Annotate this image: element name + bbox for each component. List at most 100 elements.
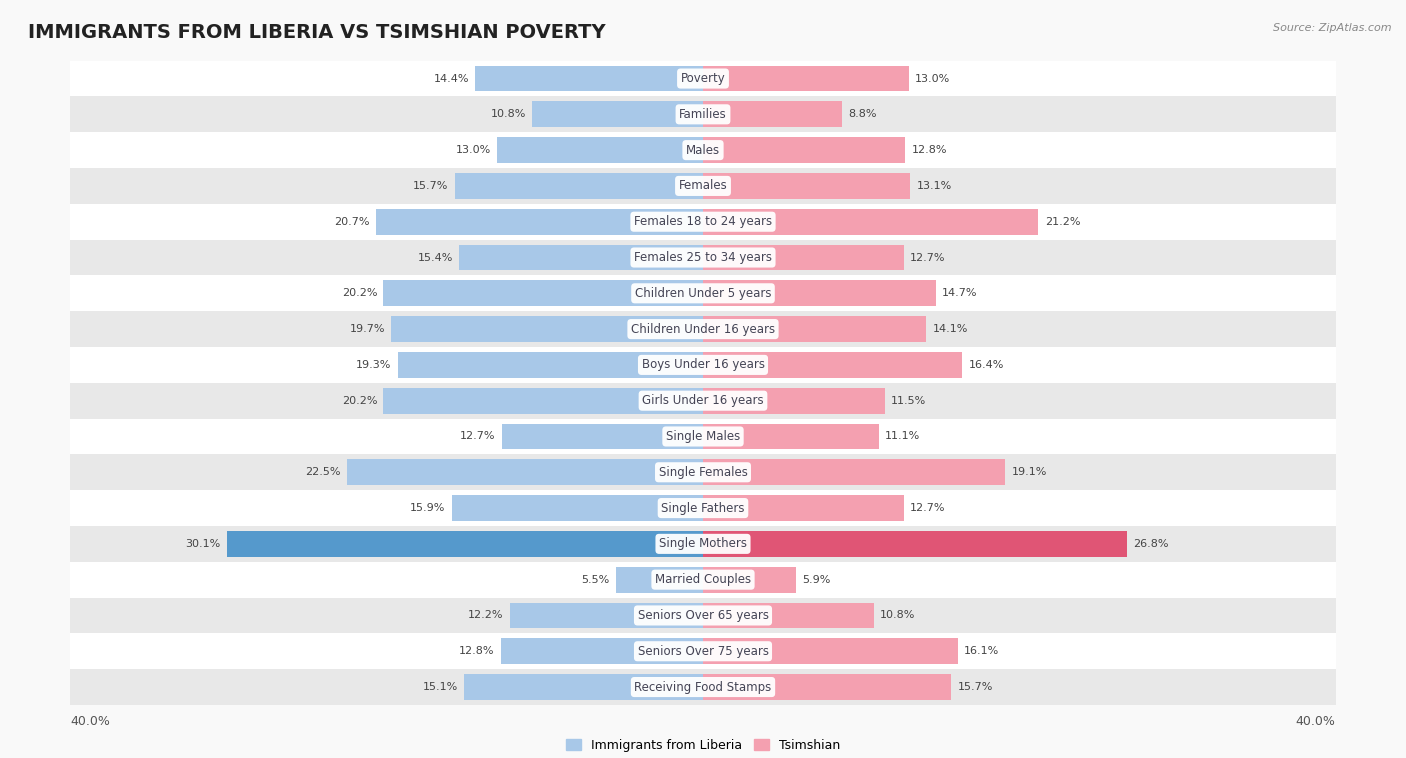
Text: Single Fathers: Single Fathers bbox=[661, 502, 745, 515]
Text: Single Mothers: Single Mothers bbox=[659, 537, 747, 550]
Bar bbox=[70, 490, 1336, 526]
Bar bbox=[347, 459, 703, 485]
Bar bbox=[703, 495, 904, 521]
Bar bbox=[703, 245, 904, 271]
Bar bbox=[475, 66, 703, 92]
Text: 21.2%: 21.2% bbox=[1045, 217, 1080, 227]
Text: 26.8%: 26.8% bbox=[1133, 539, 1168, 549]
Bar bbox=[398, 352, 703, 377]
Text: 12.2%: 12.2% bbox=[468, 610, 503, 621]
Text: 19.7%: 19.7% bbox=[350, 324, 385, 334]
Bar bbox=[703, 459, 1005, 485]
Bar bbox=[70, 454, 1336, 490]
Text: Children Under 5 years: Children Under 5 years bbox=[634, 287, 772, 300]
Text: Males: Males bbox=[686, 143, 720, 157]
Text: 8.8%: 8.8% bbox=[849, 109, 877, 119]
Bar bbox=[703, 424, 879, 449]
Bar bbox=[703, 66, 908, 92]
Text: 10.8%: 10.8% bbox=[491, 109, 526, 119]
Text: 10.8%: 10.8% bbox=[880, 610, 915, 621]
Bar bbox=[703, 674, 952, 700]
Text: 15.4%: 15.4% bbox=[418, 252, 453, 262]
Text: 15.9%: 15.9% bbox=[409, 503, 446, 513]
Bar bbox=[616, 567, 703, 593]
Bar bbox=[703, 638, 957, 664]
Text: Females: Females bbox=[679, 180, 727, 193]
Text: 19.3%: 19.3% bbox=[356, 360, 391, 370]
Bar bbox=[703, 209, 1039, 235]
Bar bbox=[384, 388, 703, 414]
Text: 12.7%: 12.7% bbox=[910, 503, 946, 513]
Bar bbox=[384, 280, 703, 306]
Bar bbox=[391, 316, 703, 342]
Text: Poverty: Poverty bbox=[681, 72, 725, 85]
Bar bbox=[703, 567, 796, 593]
Text: 14.1%: 14.1% bbox=[932, 324, 967, 334]
Text: 5.9%: 5.9% bbox=[803, 575, 831, 584]
Bar bbox=[498, 137, 703, 163]
Text: 12.7%: 12.7% bbox=[460, 431, 496, 441]
Text: Girls Under 16 years: Girls Under 16 years bbox=[643, 394, 763, 407]
Text: 14.4%: 14.4% bbox=[433, 74, 468, 83]
Bar bbox=[70, 204, 1336, 240]
Bar bbox=[70, 526, 1336, 562]
Text: 12.8%: 12.8% bbox=[912, 145, 948, 155]
Bar bbox=[451, 495, 703, 521]
Text: 5.5%: 5.5% bbox=[582, 575, 610, 584]
Legend: Immigrants from Liberia, Tsimshian: Immigrants from Liberia, Tsimshian bbox=[561, 734, 845, 756]
Text: 20.2%: 20.2% bbox=[342, 396, 377, 406]
Bar bbox=[70, 669, 1336, 705]
Bar bbox=[531, 102, 703, 127]
Bar bbox=[70, 418, 1336, 454]
Bar bbox=[70, 634, 1336, 669]
Bar bbox=[502, 424, 703, 449]
Text: 12.8%: 12.8% bbox=[458, 647, 495, 656]
Text: Children Under 16 years: Children Under 16 years bbox=[631, 323, 775, 336]
Text: 40.0%: 40.0% bbox=[1296, 715, 1336, 728]
Text: 13.0%: 13.0% bbox=[915, 74, 950, 83]
Bar bbox=[510, 603, 703, 628]
Bar bbox=[70, 347, 1336, 383]
Bar bbox=[70, 562, 1336, 597]
Bar bbox=[70, 132, 1336, 168]
Bar bbox=[226, 531, 703, 556]
Bar bbox=[70, 275, 1336, 312]
Bar bbox=[375, 209, 703, 235]
Bar bbox=[703, 280, 935, 306]
Text: Single Males: Single Males bbox=[666, 430, 740, 443]
Text: 40.0%: 40.0% bbox=[70, 715, 110, 728]
Bar bbox=[703, 137, 905, 163]
Bar bbox=[464, 674, 703, 700]
Text: 13.0%: 13.0% bbox=[456, 145, 491, 155]
Text: Females 25 to 34 years: Females 25 to 34 years bbox=[634, 251, 772, 264]
Text: Seniors Over 75 years: Seniors Over 75 years bbox=[637, 645, 769, 658]
Text: 14.7%: 14.7% bbox=[942, 288, 977, 299]
Text: IMMIGRANTS FROM LIBERIA VS TSIMSHIAN POVERTY: IMMIGRANTS FROM LIBERIA VS TSIMSHIAN POV… bbox=[28, 23, 606, 42]
Bar bbox=[703, 173, 910, 199]
Bar bbox=[703, 531, 1128, 556]
Text: 16.1%: 16.1% bbox=[965, 647, 1000, 656]
Bar bbox=[703, 316, 927, 342]
Bar bbox=[703, 388, 884, 414]
Text: 13.1%: 13.1% bbox=[917, 181, 952, 191]
Text: 20.2%: 20.2% bbox=[342, 288, 377, 299]
Text: 30.1%: 30.1% bbox=[186, 539, 221, 549]
Text: Source: ZipAtlas.com: Source: ZipAtlas.com bbox=[1274, 23, 1392, 33]
Bar bbox=[460, 245, 703, 271]
Bar bbox=[70, 61, 1336, 96]
Bar bbox=[703, 352, 963, 377]
Text: 15.1%: 15.1% bbox=[423, 682, 458, 692]
Text: Boys Under 16 years: Boys Under 16 years bbox=[641, 359, 765, 371]
Text: Single Females: Single Females bbox=[658, 465, 748, 479]
Bar bbox=[501, 638, 703, 664]
Text: 12.7%: 12.7% bbox=[910, 252, 946, 262]
Bar bbox=[703, 603, 875, 628]
Text: 11.1%: 11.1% bbox=[884, 431, 920, 441]
Text: Females 18 to 24 years: Females 18 to 24 years bbox=[634, 215, 772, 228]
Bar bbox=[70, 96, 1336, 132]
Text: 19.1%: 19.1% bbox=[1011, 467, 1047, 478]
Text: Married Couples: Married Couples bbox=[655, 573, 751, 586]
Bar bbox=[70, 240, 1336, 275]
Text: 11.5%: 11.5% bbox=[891, 396, 927, 406]
Text: 20.7%: 20.7% bbox=[333, 217, 370, 227]
